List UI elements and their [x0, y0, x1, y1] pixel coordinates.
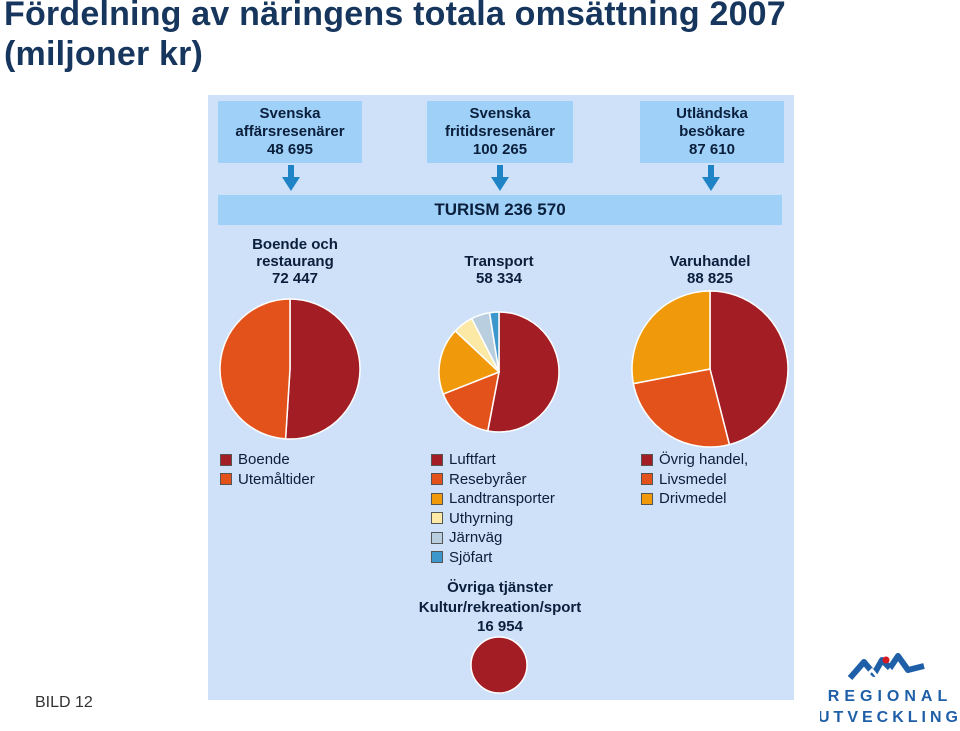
legend-label: Järnväg	[449, 529, 503, 546]
legend-swatch	[220, 473, 232, 486]
down-arrow-icon	[491, 165, 509, 191]
pie-slice-livsmedel	[632, 368, 731, 448]
pie-varuhandel	[631, 290, 789, 448]
legend-swatch	[641, 453, 653, 466]
legend-varuhandel: Övrig handel, Livsmedel Drivmedel	[641, 450, 748, 509]
legend-swatch	[220, 453, 232, 466]
source-box-fritidsresenarer: Svenska fritidsresenärer 100 265	[427, 101, 573, 163]
sector-line1: Transport	[464, 253, 534, 270]
legend-item-uthyrning: Uthyrning	[431, 509, 555, 529]
ovriga-line1: Övriga tjänster	[447, 579, 553, 596]
sector-heading-ovriga: Övriga tjänster Kultur/rekreation/sport …	[390, 578, 610, 637]
pie-slice-boende	[284, 298, 361, 440]
legend-swatch	[431, 492, 443, 505]
legend-item-livsmedel: Livsmedel	[641, 470, 748, 490]
legend-label: Landtransporter	[449, 490, 555, 507]
logo-text-regional: REGIONAL	[828, 688, 952, 705]
ovriga-value: 16 954	[477, 618, 523, 635]
legend-item-boende: Boende	[220, 450, 315, 470]
source-line2: fritidsresenärer	[444, 123, 556, 140]
sector-line2: restaurang	[256, 253, 334, 270]
pie-slice-luftfart	[486, 311, 560, 433]
source-value: 48 695	[267, 141, 313, 158]
pie-slice-drivmedel	[631, 290, 711, 385]
sector-heading-boende: Boende och restaurang 72 447	[220, 236, 370, 287]
logo-text-utveckling: UTVECKLING	[820, 709, 960, 726]
source-line1: Svenska	[469, 105, 531, 122]
pie-slice-landtransporter	[438, 329, 501, 396]
sector-value: 72 447	[272, 270, 318, 287]
slide-number-label: BILD 12	[35, 694, 93, 711]
pie-slice-utemaltider	[219, 298, 291, 440]
legend-transport: Luftfart Resebyråer Landtransporter Uthy…	[431, 450, 555, 567]
source-box-affarsresenarer: Svenska affärsresenärer 48 695	[218, 101, 362, 163]
legend-label: Utemåltider	[238, 470, 315, 488]
source-line1: Svenska	[259, 105, 321, 122]
legend-label: Drivmedel	[659, 490, 727, 507]
down-arrow-icon	[702, 165, 720, 191]
source-box-utlandska: Utländska besökare 87 610	[640, 101, 784, 163]
legend-label: Sjöfart	[449, 548, 493, 566]
tourism-chart-panel: Svenska affärsresenärer 48 695 Svenska f…	[208, 95, 794, 700]
legend-label: Boende	[238, 451, 290, 468]
sector-value: 58 334	[476, 270, 522, 287]
legend-swatch	[641, 473, 653, 486]
sector-heading-transport: Transport 58 334	[424, 253, 574, 287]
legend-label: Luftfart	[449, 451, 496, 468]
mountain-logo-icon: REGIONAL UTVECKLING	[818, 653, 960, 726]
pie-ovriga-tjanster-kultur-rekreation-sport	[470, 636, 528, 694]
sector-line1: Boende och	[252, 236, 338, 253]
legend-swatch	[431, 551, 443, 564]
source-line1: Utländska	[676, 105, 748, 122]
legend-swatch	[431, 473, 443, 486]
legend-swatch	[641, 492, 653, 505]
pie-transport	[438, 311, 560, 433]
legend-label: Övrig handel,	[659, 451, 749, 468]
sector-line1: Varuhandel	[669, 253, 751, 270]
legend-item-landtransporter: Landtransporter	[431, 489, 555, 509]
legend-label: Uthyrning	[449, 509, 514, 527]
legend-item-luftfart: Luftfart	[431, 450, 555, 470]
pie-boende-och-restaurang	[219, 298, 361, 440]
pie-slice-ovrig-handel	[709, 290, 789, 446]
sector-value: 88 825	[687, 270, 733, 287]
legend-item-sjofart: Sjöfart	[431, 548, 555, 568]
down-arrow-icon	[282, 165, 300, 191]
legend-swatch	[431, 453, 443, 466]
source-line2: affärsresenärer	[235, 123, 345, 140]
legend-item-resebyraer: Resebyråer	[431, 470, 555, 490]
legend-swatch	[431, 531, 443, 544]
legend-label: Resebyråer	[449, 470, 527, 488]
regional-utveckling-logo: REGIONAL UTVECKLING	[818, 648, 960, 726]
legend-item-drivmedel: Drivmedel	[641, 489, 748, 509]
turism-total-bar: TURISM 236 570	[218, 195, 782, 225]
legend-boende: Boende Utemåltider	[220, 450, 315, 489]
source-line2: besökare	[679, 123, 745, 140]
legend-item-utemaltider: Utemåltider	[220, 470, 315, 490]
page-title: Fördelning av näringens totala omsättnin…	[4, 0, 786, 73]
pie-slice-resebyraer	[442, 370, 500, 432]
legend-label: Livsmedel	[659, 470, 727, 488]
legend-swatch	[431, 512, 443, 525]
ovriga-line2: Kultur/rekreation/sport	[418, 598, 582, 616]
sector-heading-varuhandel: Varuhandel 88 825	[635, 253, 785, 287]
legend-item-ovrig-handel: Övrig handel,	[641, 450, 748, 470]
source-value: 100 265	[472, 141, 528, 158]
pie-charts	[219, 290, 789, 694]
pie-slice-ovriga-tjanster	[470, 636, 528, 694]
legend-item-jarnvag: Järnväg	[431, 528, 555, 548]
turism-total-label: TURISM 236 570	[434, 200, 566, 219]
source-value: 87 610	[689, 141, 735, 158]
pie-slice-sjofart	[488, 311, 500, 373]
